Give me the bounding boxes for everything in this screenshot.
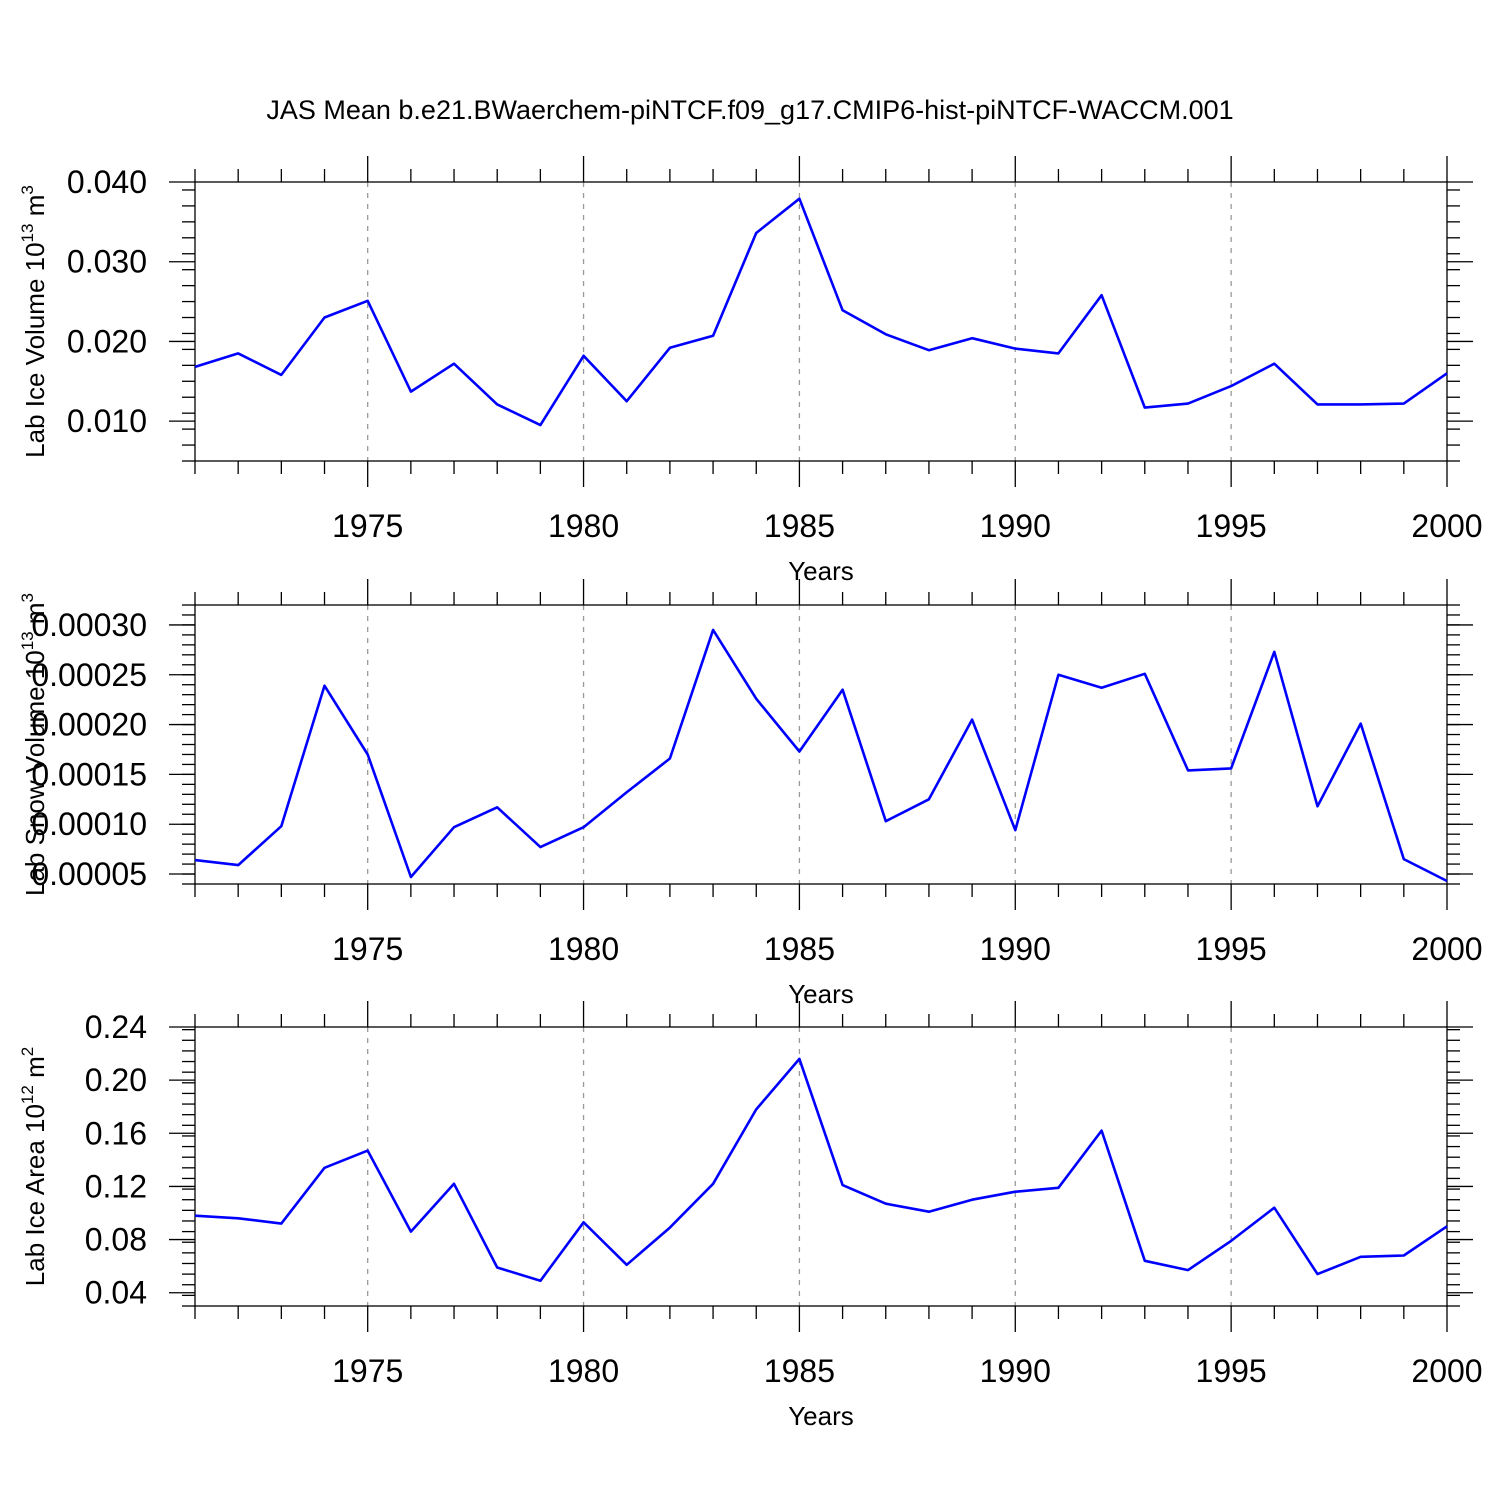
x-tick-label: 1990: [980, 931, 1051, 967]
x-tick-label: 1980: [548, 1353, 619, 1389]
y-axis-label-unit-exponent: 3: [18, 593, 37, 602]
y-tick-label: 0.00015: [31, 756, 147, 792]
y-axis-label-unit-exponent: 2: [18, 1047, 37, 1056]
y-tick-label: 0.00030: [31, 607, 147, 643]
y-tick-label: 0.16: [85, 1115, 147, 1151]
y-tick-label: 0.04: [85, 1275, 147, 1311]
plot-frame: [194, 1026, 1448, 1307]
x-tick-label: 1995: [1196, 1353, 1267, 1389]
series-line: [194, 197, 1448, 427]
x-axis-label: Years: [788, 979, 854, 1009]
x-axis-label: Years: [788, 1401, 854, 1431]
y-axis-label-text: Lab Snow Volume 10: [20, 650, 50, 896]
y-axis-label-unit: m: [20, 1056, 50, 1085]
x-axis-label: Years: [788, 556, 854, 586]
y-axis-label: Lab Ice Area 1012 m2: [18, 1047, 50, 1286]
y-tick-label: 0.12: [85, 1168, 147, 1204]
x-tick-label: 1985: [764, 508, 835, 544]
y-tick-label: 0.08: [85, 1222, 147, 1258]
series-line: [194, 628, 1448, 883]
y-tick-label: 0.24: [85, 1009, 147, 1045]
y-tick-label: 0.00010: [31, 806, 147, 842]
x-tick-label: 1980: [548, 931, 619, 967]
x-tick-label: 1985: [764, 931, 835, 967]
x-tick-label: 2000: [1411, 508, 1482, 544]
x-tick-label: 2000: [1411, 1353, 1482, 1389]
x-tick-label: 1995: [1196, 931, 1267, 967]
plot-frame: [194, 604, 1448, 885]
x-tick-label: 1995: [1196, 508, 1267, 544]
x-tick-label: 1975: [332, 1353, 403, 1389]
chart-panel-3: 0.04 0.08 0.12 0.16 0.20 0.24 1975 1980 1985 1990…: [18, 1001, 1483, 1431]
y-tick-label: 0.00025: [31, 657, 147, 693]
series-line: [194, 1057, 1448, 1283]
y-axis-label-unit-exponent: 3: [18, 185, 37, 194]
y-axis-label-exponent: 12: [18, 1085, 37, 1104]
y-axis-label-unit: m: [20, 602, 50, 631]
x-tick-label: 1975: [332, 931, 403, 967]
y-axis-label-text: Lab Ice Area 10: [20, 1104, 50, 1286]
x-tick-label: 2000: [1411, 931, 1482, 967]
y-tick-label: 0.040: [67, 164, 147, 200]
y-tick-label: 0.010: [67, 403, 147, 439]
chart-title: JAS Mean b.e21.BWaerchem-piNTCF.f09_g17.…: [266, 95, 1233, 125]
y-tick-label: 0.00020: [31, 707, 147, 743]
y-axis-label-unit: m: [20, 195, 50, 224]
y-axis-label: Lab Ice Volume 1013 m3: [18, 185, 50, 458]
x-tick-label: 1990: [980, 508, 1051, 544]
chart-panel-2: 0.00005 0.00010 0.00015 0.00020 0.00025 0.000…: [18, 579, 1483, 1009]
chart-panel-1: 0.010 0.020 0.030 0.040 1975 1980 1985 1990 1995…: [18, 156, 1483, 586]
x-tick-label: 1990: [980, 1353, 1051, 1389]
x-tick-label: 1975: [332, 508, 403, 544]
y-tick-label: 0.00005: [31, 856, 147, 892]
y-axis-label-exponent: 13: [18, 631, 37, 650]
y-axis-label-exponent: 13: [18, 224, 37, 243]
y-axis-label: Lab Snow Volume 1013 m3: [18, 593, 50, 896]
plot-frame: [194, 181, 1448, 462]
y-tick-label: 0.20: [85, 1062, 147, 1098]
y-axis-label-text: Lab Ice Volume 10: [20, 242, 50, 457]
y-tick-label: 0.030: [67, 244, 147, 280]
x-tick-label: 1980: [548, 508, 619, 544]
x-tick-label: 1985: [764, 1353, 835, 1389]
y-tick-label: 0.020: [67, 323, 147, 359]
